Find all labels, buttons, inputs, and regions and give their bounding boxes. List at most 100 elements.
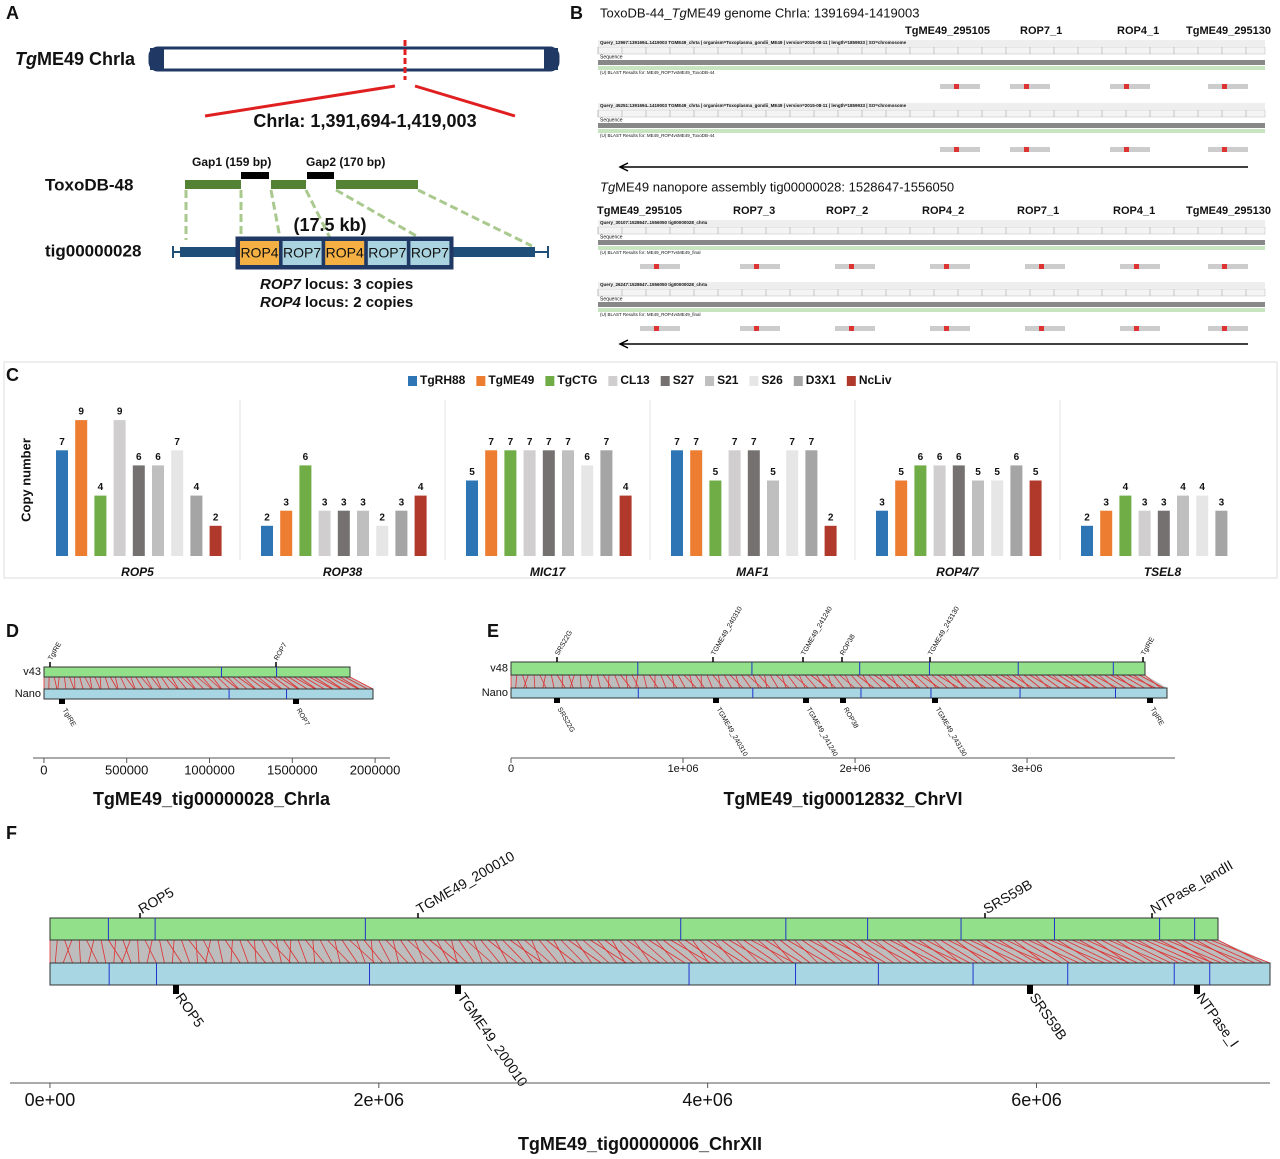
alignment-line <box>635 674 639 689</box>
reference-label: v43 <box>23 666 41 678</box>
category-label: ROP38 <box>323 565 363 579</box>
alignment-line <box>188 939 208 964</box>
alignment-line <box>327 939 350 964</box>
alignment-line <box>816 674 825 689</box>
hit-mark <box>754 264 759 269</box>
value-label: 3 <box>322 497 328 508</box>
alignment-line <box>319 676 342 690</box>
alignment-line <box>1122 939 1172 964</box>
alignment-line <box>257 676 274 690</box>
alignment-line <box>1046 674 1072 689</box>
alignment-line <box>1000 674 1025 689</box>
alignment-line <box>683 674 697 689</box>
hit-mark <box>1124 84 1129 89</box>
alignment-line <box>976 939 1012 964</box>
gene-marker <box>713 698 719 703</box>
alignment-line <box>349 676 374 690</box>
alignment-line <box>181 676 195 690</box>
alignment-line <box>159 939 165 964</box>
alignment-line <box>421 939 442 964</box>
alignment-line <box>969 939 1021 964</box>
hit-bar <box>1025 326 1065 331</box>
alignment-line <box>856 674 875 689</box>
alignment-line <box>809 939 853 964</box>
alignment-line <box>62 939 73 964</box>
alignment-line <box>288 676 308 690</box>
genome-label: ME49 ChrIa <box>37 49 136 69</box>
alignment-line <box>677 939 702 964</box>
alignment-line <box>283 676 300 690</box>
genome-label: Tg <box>15 49 37 69</box>
alignment-line <box>568 674 574 689</box>
reference-contig <box>49 917 1219 941</box>
alignment-line <box>88 939 95 964</box>
ruler <box>597 226 1266 235</box>
gene-header: ROP7_1 <box>1020 25 1062 37</box>
alignment-line <box>750 939 795 964</box>
legend-swatch <box>476 376 486 386</box>
hit-bar <box>1208 147 1248 152</box>
category-label: ROP5 <box>121 565 154 579</box>
alignment-line <box>597 674 601 689</box>
alignment-line <box>171 939 175 964</box>
gene-label: TgIRE <box>61 707 77 728</box>
sequence-track <box>598 240 1265 245</box>
value-label: 4 <box>1180 482 1186 493</box>
alignment-line <box>619 939 643 964</box>
alignment-line <box>1006 939 1054 964</box>
alignment-line <box>523 674 529 689</box>
hit-mark <box>654 326 659 331</box>
bar <box>1081 525 1093 556</box>
alignment-line <box>770 674 779 689</box>
alignment-line <box>314 676 334 690</box>
alignment-line <box>801 939 836 964</box>
alignment-line <box>509 939 543 964</box>
alignment-line <box>940 939 979 964</box>
alignment-line <box>516 939 534 964</box>
gene-header: TgME49_295130 <box>1186 25 1271 37</box>
alignment-line <box>186 676 196 690</box>
ruler <box>597 109 1266 118</box>
category-label: ROP4/7 <box>936 565 980 579</box>
plot-title: TgME49_tig00000006_ChrXII <box>518 1134 762 1154</box>
alignment-line <box>597 939 618 964</box>
alignment-line <box>57 676 60 690</box>
alignment-line <box>728 939 770 964</box>
alignment-line <box>1013 939 1045 964</box>
alignment-line <box>263 676 282 690</box>
bar <box>1215 510 1228 556</box>
hit-mark <box>754 326 759 331</box>
alignment-line <box>268 939 292 964</box>
legend-label: TgME49 <box>488 373 534 387</box>
value-label: 3 <box>360 497 366 508</box>
alignment-line <box>1071 939 1130 964</box>
bar <box>600 450 613 556</box>
x-tick-label: 1000000 <box>184 762 235 777</box>
alignment-line <box>721 939 752 964</box>
x-tick-label: 2e+06 <box>354 1090 405 1110</box>
alignment-line <box>735 674 741 689</box>
alignment-line <box>341 939 358 964</box>
gene-box-label: ROP7 <box>368 245 406 261</box>
alignment-line <box>201 676 213 690</box>
alignment-line <box>232 676 248 690</box>
alignment-line <box>1035 674 1049 689</box>
legend-label: CL13 <box>620 373 650 387</box>
alignment-line <box>78 939 81 964</box>
alignment-line <box>666 674 678 689</box>
alignment-line <box>741 674 752 689</box>
alignment-line <box>1081 674 1096 689</box>
alignment-line <box>994 674 1014 689</box>
bar <box>1196 495 1209 556</box>
alignment-line <box>217 676 231 690</box>
value-label: 7 <box>527 437 533 448</box>
alignment-line <box>289 939 292 964</box>
plot-title: TgME49_tig00000028_ChrIa <box>93 789 331 809</box>
alignment-line <box>643 674 648 689</box>
alignment-line <box>160 676 170 690</box>
alignment-line <box>579 674 582 689</box>
bar <box>171 450 184 556</box>
value-label: 6 <box>1014 452 1020 463</box>
alignment-line <box>312 939 316 964</box>
alignment-line <box>217 939 224 964</box>
